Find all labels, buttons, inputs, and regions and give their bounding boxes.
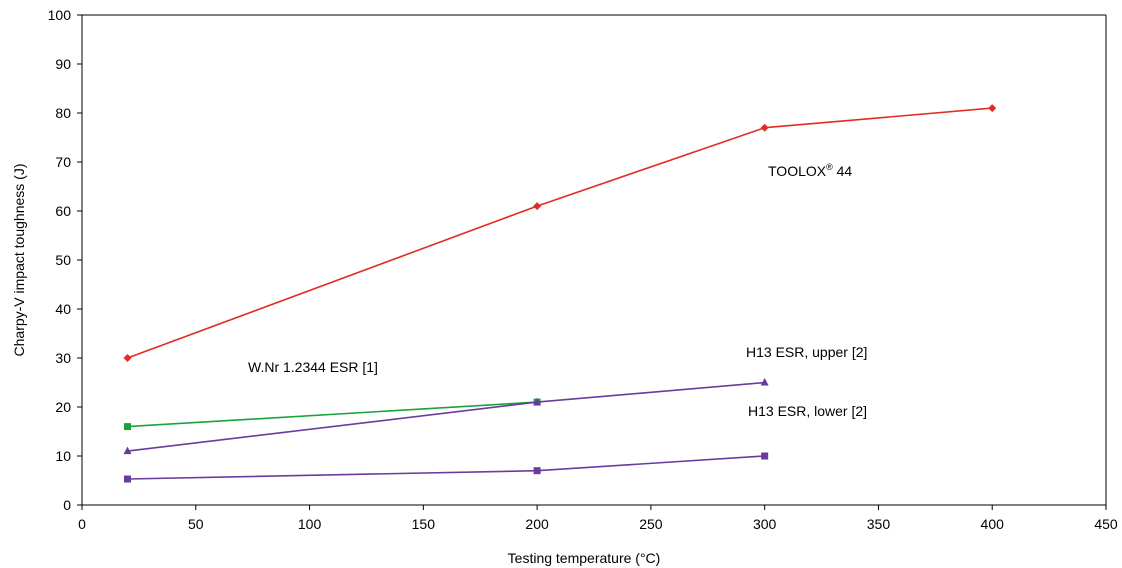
x-tick-label: 150 (412, 516, 436, 532)
series-h13_lower (124, 452, 769, 483)
x-tick-label: 50 (188, 516, 204, 532)
x-tick-label: 400 (981, 516, 1005, 532)
data-point-wnr (124, 423, 132, 431)
annotation-h13-lower: H13 ESR, lower [2] (748, 403, 867, 419)
x-tick-label: 250 (639, 516, 663, 532)
annotation-toolox-reg: ® (826, 162, 833, 172)
series-line-toolox (127, 107, 993, 359)
x-ticks: 0 50 100 150 200 250 300 350 400 450 (78, 505, 1118, 532)
y-tick-label: 40 (55, 301, 71, 317)
x-tick-label: 300 (753, 516, 777, 532)
series-h13_upper (123, 378, 769, 455)
y-tick-label: 50 (55, 252, 71, 268)
x-tick-label: 350 (867, 516, 891, 532)
plot-area (81, 14, 1107, 506)
x-tick-label: 100 (298, 516, 322, 532)
data-point-toolox (533, 202, 542, 211)
data-point-h13_lower (533, 467, 541, 475)
series-line-wnr (127, 401, 538, 428)
data-point-h13_upper (760, 378, 769, 386)
y-tick-label: 30 (55, 350, 71, 366)
annotation-wnr: W.Nr 1.2344 ESR [1] (248, 359, 378, 375)
data-point-h13_lower (124, 475, 132, 483)
data-point-h13_upper (123, 446, 132, 455)
y-tick-label: 20 (55, 399, 71, 415)
x-axis-title: Testing temperature (°C) (508, 550, 661, 566)
y-tick-label: 70 (55, 154, 71, 170)
annotation-h13-upper: H13 ESR, upper [2] (746, 344, 867, 360)
y-tick-label: 60 (55, 203, 71, 219)
y-tick-label: 100 (48, 7, 72, 23)
y-axis-title: Charpy-V impact toughness (J) (11, 164, 27, 357)
y-tick-label: 80 (55, 105, 71, 121)
series-line-h13_lower (127, 455, 765, 480)
series-line-h13_upper (127, 381, 765, 452)
data-point-toolox (123, 354, 132, 362)
data-point-toolox (988, 104, 997, 113)
series-toolox (123, 104, 997, 362)
y-ticks: 0 10 20 30 40 50 60 70 80 90 100 (48, 7, 82, 513)
y-tick-label: 90 (55, 56, 71, 72)
annotation-toolox-main: TOOLOX (768, 163, 827, 179)
annotation-toolox: TOOLOX® 44 (768, 162, 852, 179)
data-point-toolox (760, 123, 769, 132)
series-layer (123, 104, 997, 483)
x-tick-label: 450 (1094, 516, 1118, 532)
data-point-h13_lower (761, 452, 769, 460)
y-tick-label: 0 (63, 497, 71, 513)
x-tick-label: 200 (525, 516, 549, 532)
series-wnr (124, 398, 541, 431)
y-tick-label: 10 (55, 448, 71, 464)
data-point-h13_upper (533, 397, 542, 406)
x-tick-label: 0 (78, 516, 86, 532)
annotation-toolox-suffix: 44 (833, 163, 853, 179)
